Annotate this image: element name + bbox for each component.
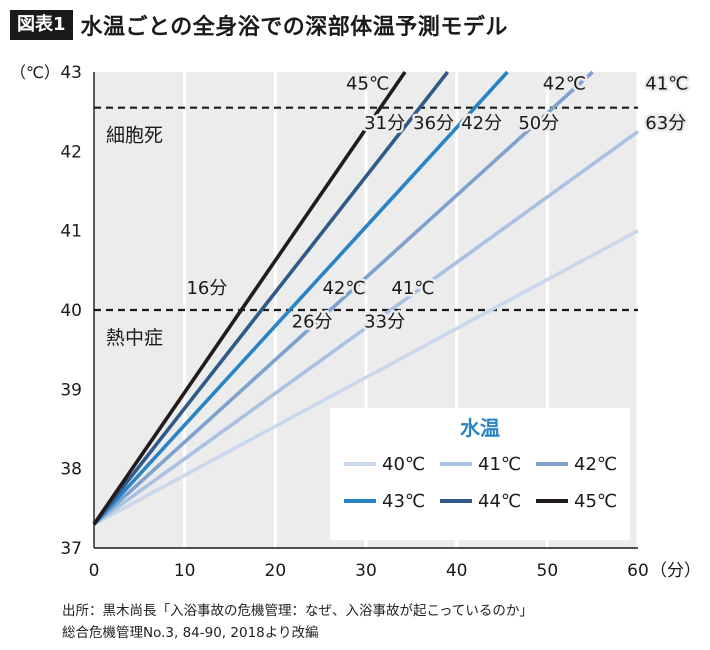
x-tick-label-40: 40 [446,561,468,581]
source-line-1: 出所：黒木尚長「入浴事故の危機管理：なぜ、入浴事故が起こっているのか」 [62,603,533,619]
y-tick-label-42: 42 [60,142,82,162]
x-axis-label: （分） [650,561,701,581]
annotation-ann-26: 26分 [292,311,333,332]
annotation-ann-42-mid: 42℃ [322,278,365,299]
x-tick-label-30: 30 [355,561,377,581]
reference-label-1: 細胞死 [106,125,163,147]
figure-badge: 図表1 [10,10,73,40]
source-line-2: 総合危機管理No.3, 84-90, 2018より改編 [62,625,319,641]
y-tick-label-37: 37 [60,539,82,559]
reference-label-2: 熱中症 [106,327,163,349]
series-line-1 [93,229,639,526]
axes: 37 38 39 40 41 42 43 0 10 20 30 40 50 60 （℃） （分） [10,63,701,581]
x-tick-label-20: 20 [265,561,287,581]
annotation-ann-16: 16分 [186,278,227,299]
series-line-4 [92,70,509,526]
legend-label-6: 45℃ [574,491,617,512]
figure-title: 水温ごとの全身浴での深部体温予測モデル [80,15,508,40]
y-tick-label-41: 41 [60,222,82,242]
x-tick-label-60: 60 [627,561,649,581]
annotation-ann-41-mid: 41℃ [391,278,434,299]
x-tick-label-50: 50 [537,561,559,581]
annotation-ann-36: 36分 [413,113,454,134]
legend-label-5: 44℃ [478,491,521,512]
y-axis-label: （℃） [10,63,60,82]
y-tick-label-38: 38 [60,460,82,480]
y-tick-label-40: 40 [60,301,82,321]
series-line-2 [92,130,640,526]
series-line-6 [92,70,407,526]
y-tick-label-39: 39 [60,380,82,400]
annotation-ann-41-top: 41℃ [645,73,688,94]
annotation-ann-31: 31分 [364,113,405,134]
annotation-ann-42m: 42分 [461,113,502,134]
annotation-ann-45-top: 45℃ [346,73,389,94]
x-tick-label-10: 10 [174,561,196,581]
annotations: 45℃ 42℃ 41℃ 31分 36分 42分 50分 63分 16分 42℃ 41℃ 26分 33分 [184,71,691,335]
series-line-5 [92,70,450,526]
annotation-ann-33: 33分 [364,311,405,332]
series-lines [92,70,640,526]
legend: 水温 40℃ 41℃ 42℃ 43℃ 44℃ 45℃ [330,408,630,540]
legend-title: 水温 [460,416,500,440]
series-line-3 [92,70,594,526]
annotation-ann-63: 63分 [645,113,686,134]
legend-label-3: 42℃ [574,454,617,475]
legend-label-1: 40℃ [382,454,425,475]
annotation-ann-42-top: 42℃ [543,73,586,94]
annotation-ann-50: 50分 [518,113,559,134]
legend-label-2: 41℃ [478,454,521,475]
source-note: 出所：黒木尚長「入浴事故の危機管理：なぜ、入浴事故が起こっているのか」 総合危機… [62,600,533,644]
x-tick-label-0: 0 [89,561,100,581]
y-tick-label-43: 43 [60,63,82,83]
legend-box [330,408,630,540]
figure-header: 図表1 水温ごとの全身浴での深部体温予測モデル [10,8,508,42]
legend-label-4: 43℃ [382,491,425,512]
